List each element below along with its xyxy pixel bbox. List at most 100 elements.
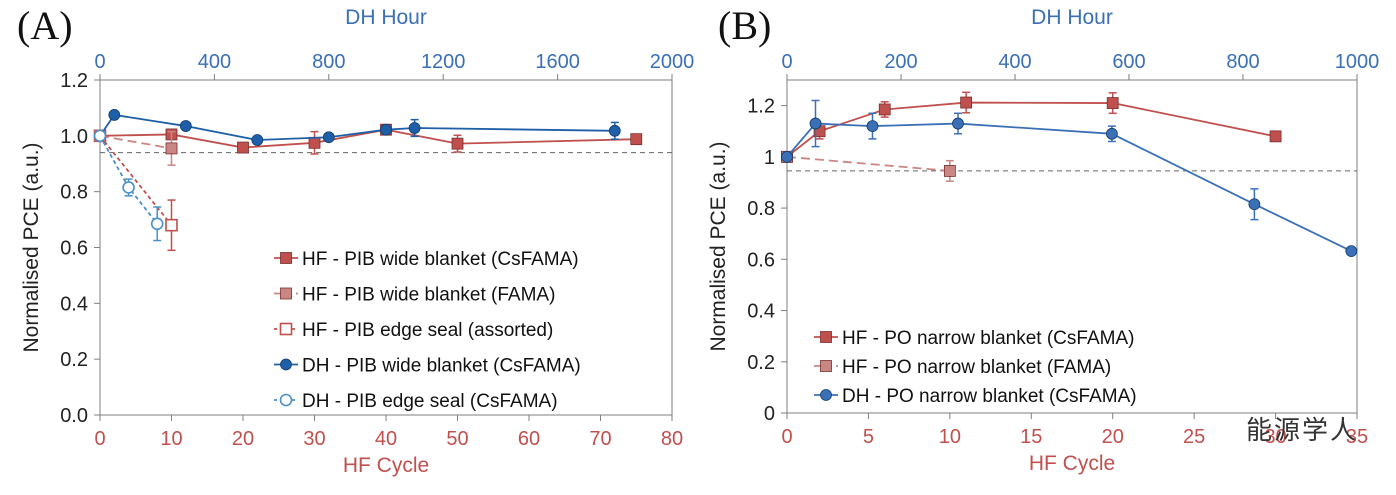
legend-entry-a-4: DH - PIB edge seal (CsFAMA) (302, 391, 558, 412)
y-tick-label-b: 0.6 (747, 249, 775, 271)
data-point-b-2 (1345, 245, 1358, 258)
x-tick-label-a: 10 (160, 428, 182, 450)
x-tick-label-a: 30 (303, 428, 325, 450)
data-point-b-2 (781, 150, 793, 163)
x-tick-label-a: 50 (446, 428, 468, 450)
x2-tick-label-b: 400 (998, 51, 1031, 73)
data-point-a-4 (122, 181, 135, 194)
y-tick-label-b: 1.2 (747, 96, 775, 118)
y-tick-label-a: 0.0 (60, 405, 88, 427)
y-tick-label-a: 1.2 (60, 70, 88, 92)
data-point-a-4 (150, 217, 164, 231)
data-point-b-0 (960, 96, 973, 109)
legend-marker-b-1 (820, 360, 832, 372)
data-point-a-0 (308, 136, 321, 149)
y-tick-label-b: 0.4 (747, 301, 775, 323)
y-tick-label-b: 0.8 (747, 198, 775, 220)
x-axis-label-a: HF Cycle (343, 454, 429, 477)
x2-tick-label-a: 1200 (421, 51, 466, 73)
x-tick-label-b: 25 (1183, 426, 1205, 448)
watermark: 能源学人 (1245, 416, 1358, 446)
x-tick-label-b: 20 (1102, 426, 1124, 448)
y-axis-label-b: Normalised PCE (a.u.) (707, 141, 730, 351)
x-tick-label-a: 20 (232, 428, 254, 450)
series-line-b-2 (786, 122, 1352, 252)
legend-entry-b-1: HF - PO narrow blanket (FAMA) (842, 357, 1111, 378)
y-tick-label-a: 1.0 (60, 126, 88, 148)
data-point-b-0 (1106, 97, 1119, 109)
legend-marker-a-3 (280, 358, 292, 371)
y-tick-label-a: 0.8 (60, 182, 88, 204)
data-point-a-3 (251, 134, 264, 146)
data-point-a-3 (608, 124, 621, 137)
series-line-b-0 (786, 101, 1276, 158)
x2-tick-label-b: 200 (884, 51, 917, 73)
data-point-b-0 (878, 103, 891, 116)
x-tick-label-b: 30 (1264, 426, 1286, 448)
x2-tick-label-a: 2000 (650, 51, 695, 73)
data-point-a-1 (165, 142, 178, 155)
data-point-b-2 (1248, 198, 1261, 211)
legend-marker-a-0 (280, 252, 292, 264)
data-point-a-0 (451, 137, 464, 150)
x-tick-label-b: 35 (1346, 426, 1368, 448)
legend-entry-a-1: HF - PIB wide blanket (FAMA) (302, 285, 555, 306)
x2-axis-label-b: DH Hour (1031, 6, 1113, 29)
data-point-b-2 (809, 117, 822, 130)
data-point-a-0 (237, 141, 249, 154)
y-tick-label-b: 1 (764, 147, 775, 169)
x2-axis-label-a: DH Hour (345, 6, 427, 29)
x-tick-label-b: 15 (1020, 426, 1042, 448)
panel-label-a: (A) (17, 3, 73, 48)
series-line-a-2 (99, 135, 173, 226)
panel-label-b: (B) (718, 3, 772, 48)
x2-tick-label-b: 600 (1112, 51, 1145, 73)
x2-tick-label-b: 0 (781, 51, 792, 73)
legend-entry-b-0: HF - PO narrow blanket (CsFAMA) (842, 328, 1134, 349)
x-tick-label-a: 0 (94, 428, 105, 450)
x-tick-label-a: 40 (375, 428, 397, 450)
data-point-a-3 (380, 123, 392, 136)
x2-tick-label-a: 1600 (535, 51, 580, 73)
legend-marker-a-4 (279, 393, 293, 407)
series-line-a-1 (99, 134, 172, 150)
y-tick-label-b: 0.2 (747, 352, 775, 374)
legend-entry-a-3: DH - PIB wide blanket (CsFAMA) (302, 356, 581, 377)
legend-marker-a-1 (280, 287, 292, 300)
y-tick-label-a: 0.4 (60, 293, 88, 315)
data-point-a-3 (322, 131, 335, 144)
legend-entry-a-0: HF - PIB wide blanket (CsFAMA) (302, 249, 579, 270)
data-point-a-2 (165, 218, 178, 232)
x2-tick-label-a: 800 (312, 51, 345, 73)
x-tick-label-a: 60 (518, 428, 540, 450)
y-tick-label-b: 0 (764, 403, 775, 425)
y-axis-label-a: Normalised PCE (a.u.) (20, 142, 43, 352)
data-point-b-2 (952, 117, 964, 130)
data-point-a-3 (108, 108, 121, 121)
y-tick-label-a: 0.6 (60, 238, 88, 260)
x-tick-label-b: 10 (939, 426, 961, 448)
data-point-a-4 (93, 129, 107, 143)
legend-entry-b-2: DH - PO narrow blanket (CsFAMA) (842, 386, 1137, 407)
data-point-b-0 (1269, 130, 1282, 143)
x2-tick-label-a: 0 (94, 51, 105, 73)
x-tick-label-b: 0 (781, 426, 792, 448)
data-point-a-3 (408, 122, 421, 134)
x2-tick-label-b: 800 (1226, 51, 1259, 73)
legend-marker-b-2 (820, 389, 832, 401)
x-tick-label-a: 70 (589, 428, 611, 450)
data-point-b-2 (1106, 127, 1118, 140)
data-point-b-2 (866, 120, 879, 133)
plot-frame-b (786, 79, 1358, 414)
x-axis-label-b: HF Cycle (1029, 452, 1115, 475)
data-point-b-1 (943, 165, 956, 177)
data-point-a-0 (630, 133, 643, 146)
x2-tick-label-a: 400 (198, 51, 231, 73)
legend-marker-b-0 (820, 331, 832, 343)
legend-entry-a-2: HF - PIB edge seal (assorted) (302, 320, 553, 341)
series-line-b-1 (786, 155, 950, 172)
legend-marker-a-2 (279, 322, 293, 336)
y-tick-label-a: 0.2 (60, 349, 88, 371)
